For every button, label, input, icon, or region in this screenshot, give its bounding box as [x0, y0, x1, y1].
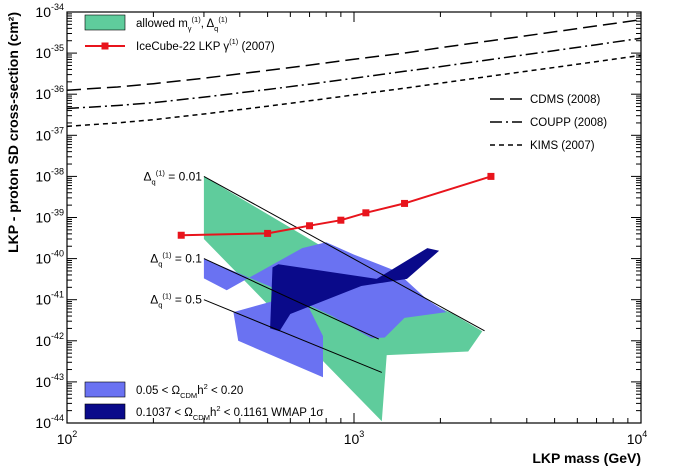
region-2: [270, 248, 440, 332]
legend-allowed-label: allowed mγ(1), Δq(1): [136, 15, 228, 33]
icecube-point-5: [401, 199, 409, 207]
icecube-point-1: [264, 229, 272, 237]
y-tick-label: 10-42: [35, 331, 64, 349]
y-tick-label: 10-35: [35, 43, 64, 61]
limit-curve-0: [67, 18, 641, 91]
x-tick-label: 104: [627, 429, 648, 447]
limit-curve-1: [67, 37, 641, 110]
y-tick-label: 10-37: [35, 125, 64, 143]
delta-annotation-2: Δq(1) = 0.5: [150, 292, 202, 310]
legend-limit-label-0: CDMS (2008): [530, 94, 600, 106]
plot-area: [67, 18, 641, 422]
icecube-point-3: [337, 216, 345, 224]
delta-boundary-line-1: [203, 258, 379, 340]
y-tick-label: 10-43: [35, 372, 64, 390]
legend-limit-label-2: KIMS (2007): [530, 140, 595, 152]
legend-icecube-label: IceCube-22 LKP γ(1) (2007): [136, 37, 275, 53]
limit-curve-2: [67, 54, 641, 128]
legend-wmap-label-1: 0.1037 < ΩCDMh2 < 0.1161 WMAP 1σ: [136, 404, 323, 422]
icecube-point-0: [177, 231, 185, 239]
y-tick-label: 10-41: [35, 290, 64, 308]
delta-annotation-1: Δq(1) = 0.1: [150, 251, 202, 269]
y-tick-label: 10-39: [35, 208, 64, 226]
x-axis-title: LKP mass (GeV): [532, 450, 641, 466]
x-tick-label: 102: [57, 429, 78, 447]
legend-wmap-patch-1: [84, 403, 126, 420]
legend-wmap-patch-0: [84, 381, 126, 398]
legend-limit-label-1: COUPP (2008): [530, 117, 607, 129]
y-tick-label: 10-36: [35, 84, 64, 102]
legend-allowed-patch: [84, 14, 126, 31]
y-tick-label: 10-40: [35, 249, 64, 267]
delta-boundary-line-0: [203, 175, 485, 332]
legend-wmap-label-0: 0.05 < ΩCDMh2 < 0.20: [136, 382, 243, 400]
delta-annotation-0: Δq(1) = 0.01: [144, 168, 203, 186]
icecube-point-2: [306, 222, 314, 230]
y-axis-title: LKP - proton SD cross-section (cm²): [5, 12, 21, 253]
y-tick-label: 10-44: [35, 413, 64, 431]
delta-boundary-line-2: [203, 299, 383, 373]
y-tick-label: 10-34: [35, 2, 64, 20]
legend-icecube-marker: [101, 42, 109, 50]
y-tick-label: 10-38: [35, 166, 64, 184]
x-tick-label: 103: [344, 429, 365, 447]
icecube-point-6: [487, 172, 495, 180]
icecube-point-4: [362, 209, 370, 217]
